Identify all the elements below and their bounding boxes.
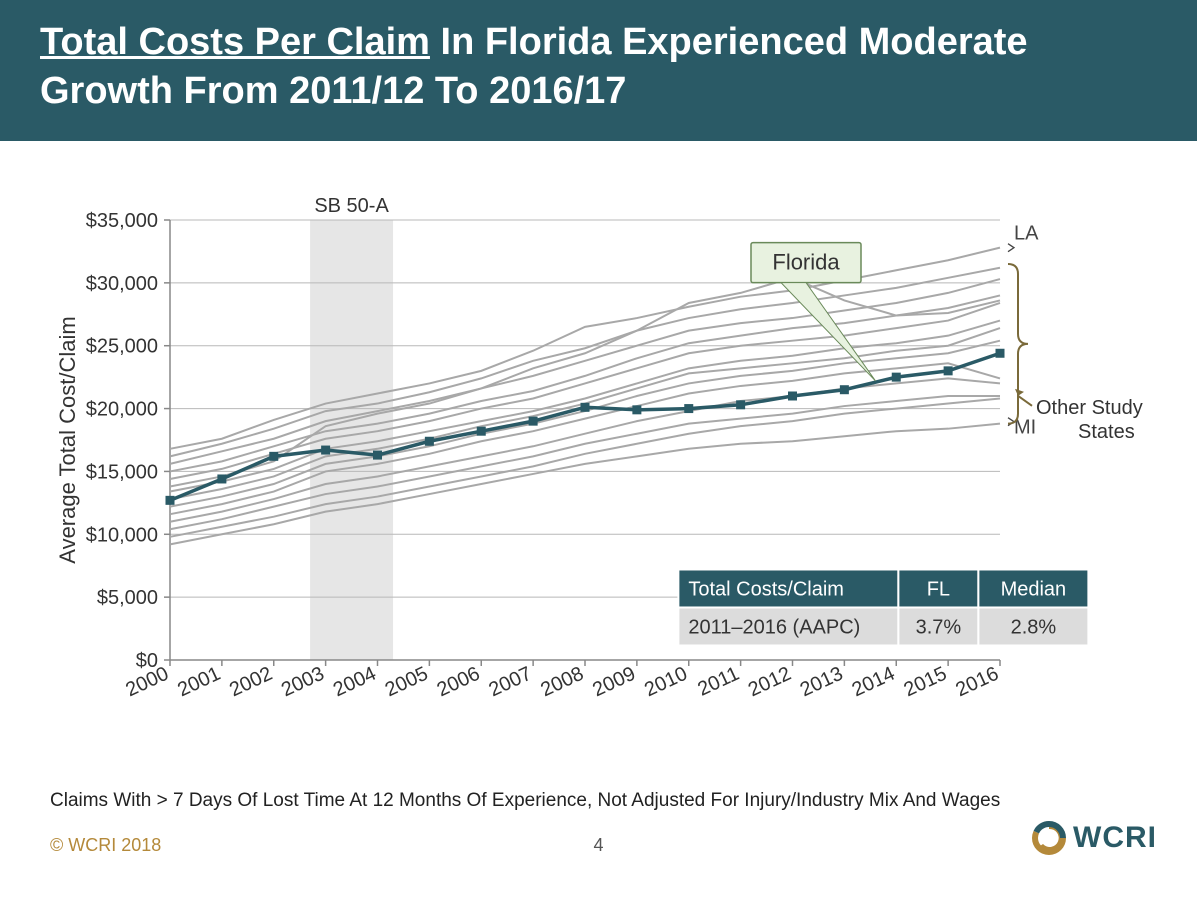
svg-text:2.8%: 2.8% — [1011, 616, 1057, 638]
svg-text:$30,000: $30,000 — [86, 273, 158, 295]
svg-text:Other StudyStates: Other StudyStates — [1036, 397, 1143, 443]
svg-text:2010: 2010 — [641, 663, 691, 702]
line-chart: SB 50-A$0$5,000$10,000$15,000$20,000$25,… — [50, 190, 1150, 750]
svg-text:3.7%: 3.7% — [916, 616, 962, 638]
logo-ring-icon — [1031, 820, 1067, 856]
svg-text:$35,000: $35,000 — [86, 210, 158, 232]
svg-text:2015: 2015 — [901, 663, 951, 702]
svg-text:2009: 2009 — [589, 663, 639, 702]
svg-text:2011: 2011 — [694, 663, 742, 701]
chart-svg: SB 50-A$0$5,000$10,000$15,000$20,000$25,… — [50, 190, 1150, 750]
svg-text:2006: 2006 — [434, 663, 484, 702]
footnote: Claims With > 7 Days Of Lost Time At 12 … — [50, 790, 1000, 812]
svg-text:$25,000: $25,000 — [86, 336, 158, 358]
slide-header: Total Costs Per Claim In Florida Experie… — [0, 0, 1197, 141]
svg-text:2014: 2014 — [849, 663, 899, 702]
logo-text: WCRI — [1073, 821, 1157, 855]
svg-text:2013: 2013 — [797, 663, 847, 702]
svg-text:2008: 2008 — [537, 663, 587, 702]
page-number: 4 — [593, 835, 603, 856]
svg-text:SB 50-A: SB 50-A — [314, 195, 389, 217]
svg-text:Median: Median — [1001, 578, 1067, 600]
title: Total Costs Per Claim In Florida Experie… — [40, 21, 1028, 112]
svg-text:2005: 2005 — [382, 663, 432, 702]
copyright: © WCRI 2018 — [50, 835, 161, 856]
wcri-logo: WCRI — [1031, 820, 1157, 856]
svg-text:FL: FL — [927, 578, 950, 600]
svg-text:$10,000: $10,000 — [86, 524, 158, 546]
svg-text:$20,000: $20,000 — [86, 399, 158, 421]
svg-text:2016: 2016 — [952, 663, 1002, 702]
svg-text:2007: 2007 — [486, 663, 536, 702]
svg-text:$15,000: $15,000 — [86, 461, 158, 483]
svg-text:$5,000: $5,000 — [97, 587, 158, 609]
svg-text:LA: LA — [1014, 223, 1039, 245]
svg-text:2011–2016 (AAPC): 2011–2016 (AAPC) — [688, 616, 860, 638]
svg-text:Average Total Cost/Claim: Average Total Cost/Claim — [55, 316, 80, 563]
svg-text:2012: 2012 — [745, 663, 795, 702]
svg-text:Florida: Florida — [772, 250, 840, 275]
svg-text:2002: 2002 — [226, 663, 276, 702]
svg-text:2004: 2004 — [330, 663, 380, 702]
svg-text:2001: 2001 — [174, 663, 224, 702]
svg-text:2003: 2003 — [278, 663, 328, 702]
svg-text:Total Costs/Claim: Total Costs/Claim — [688, 578, 844, 600]
